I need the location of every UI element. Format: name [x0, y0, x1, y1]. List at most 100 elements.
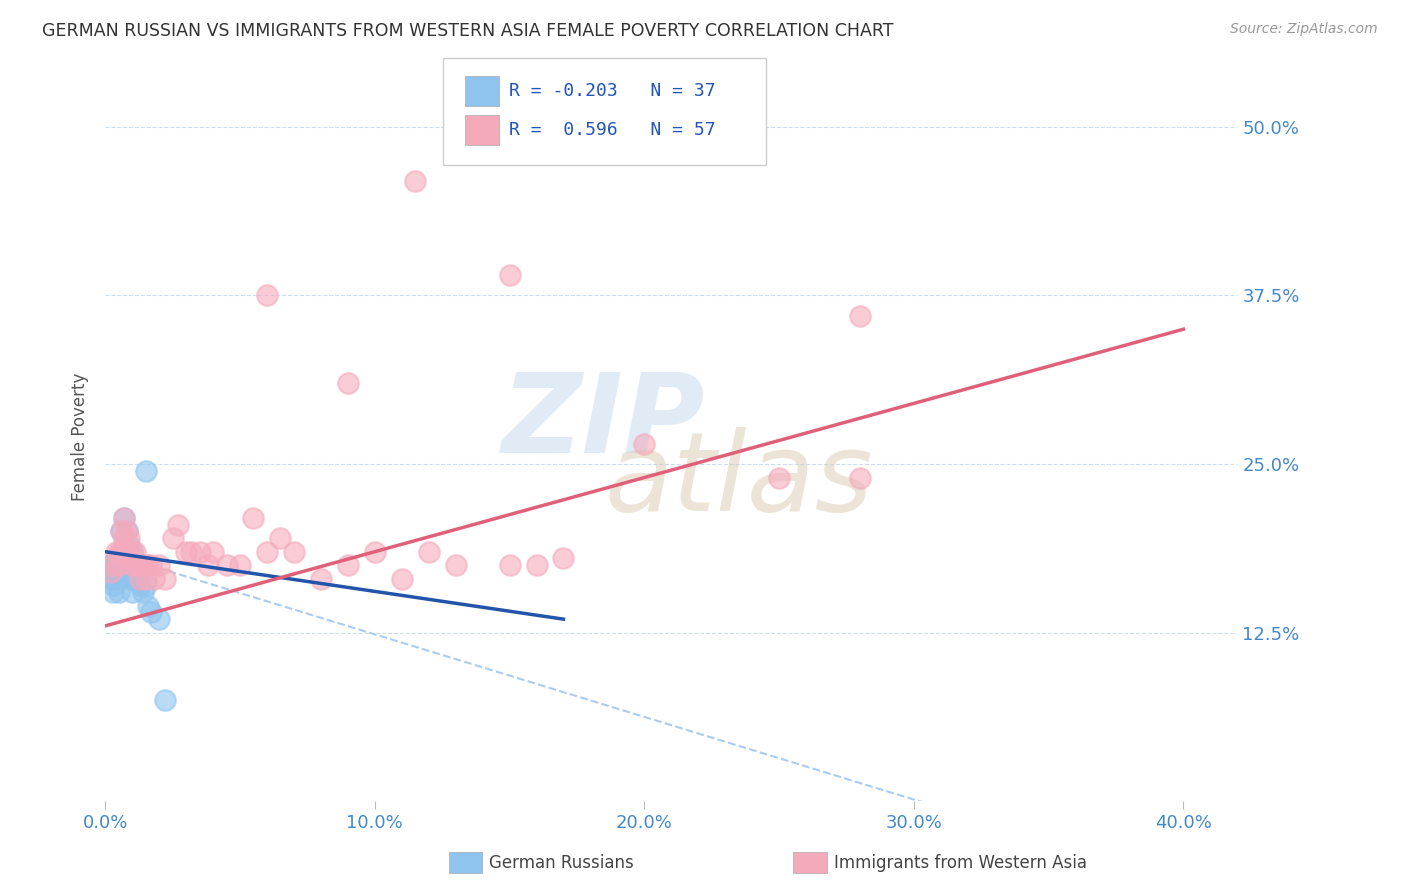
- Text: R = -0.203   N = 37: R = -0.203 N = 37: [509, 82, 716, 100]
- Point: [336, 558, 359, 573]
- Point: [197, 558, 219, 573]
- Point: [174, 545, 197, 559]
- Point: [129, 572, 152, 586]
- Point: [162, 531, 184, 545]
- Point: [100, 572, 122, 586]
- Point: [135, 572, 157, 586]
- Text: GERMAN RUSSIAN VS IMMIGRANTS FROM WESTERN ASIA FEMALE POVERTY CORRELATION CHART: GERMAN RUSSIAN VS IMMIGRANTS FROM WESTER…: [42, 22, 894, 40]
- Point: [309, 572, 332, 586]
- Point: [115, 558, 138, 573]
- Point: [124, 572, 146, 586]
- Point: [112, 538, 135, 552]
- Point: [129, 558, 152, 573]
- Point: [104, 572, 127, 586]
- Point: [633, 437, 655, 451]
- Point: [104, 565, 127, 579]
- Point: [107, 585, 129, 599]
- Point: [498, 268, 520, 283]
- Point: [118, 538, 141, 552]
- Point: [112, 531, 135, 545]
- Point: [100, 558, 122, 573]
- Point: [118, 551, 141, 566]
- Point: [124, 558, 146, 573]
- Point: [107, 558, 129, 573]
- Point: [418, 545, 440, 559]
- Point: [100, 565, 122, 579]
- Point: [121, 545, 143, 559]
- Point: [526, 558, 548, 573]
- Text: ZIP: ZIP: [502, 369, 706, 476]
- Point: [103, 585, 125, 599]
- Point: [104, 558, 127, 573]
- Point: [121, 558, 143, 573]
- Point: [404, 174, 426, 188]
- Point: [107, 558, 129, 573]
- Point: [107, 572, 129, 586]
- Point: [115, 545, 138, 559]
- Point: [103, 565, 125, 579]
- Point: [112, 511, 135, 525]
- Point: [364, 545, 387, 559]
- Text: Source: ZipAtlas.com: Source: ZipAtlas.com: [1230, 22, 1378, 37]
- Point: [110, 524, 132, 539]
- Point: [138, 599, 160, 613]
- Point: [107, 545, 129, 559]
- Point: [115, 524, 138, 539]
- Point: [139, 558, 162, 573]
- Point: [135, 578, 157, 592]
- Point: [229, 558, 252, 573]
- Point: [129, 578, 152, 592]
- Point: [148, 612, 170, 626]
- Point: [215, 558, 238, 573]
- Point: [256, 288, 278, 302]
- Point: [138, 558, 160, 573]
- Point: [148, 558, 170, 573]
- Point: [127, 558, 149, 573]
- Point: [553, 551, 575, 566]
- Point: [103, 578, 125, 592]
- Point: [256, 545, 278, 559]
- Point: [97, 558, 120, 573]
- Point: [142, 572, 165, 586]
- Point: [110, 524, 132, 539]
- Point: [153, 572, 176, 586]
- Point: [202, 545, 225, 559]
- Point: [110, 545, 132, 559]
- Point: [391, 572, 413, 586]
- Point: [498, 558, 520, 573]
- Point: [103, 558, 125, 573]
- Point: [118, 558, 141, 573]
- Point: [167, 517, 190, 532]
- Point: [104, 545, 127, 559]
- Point: [242, 511, 264, 525]
- Point: [110, 558, 132, 573]
- Point: [269, 531, 291, 545]
- Point: [121, 585, 143, 599]
- Point: [768, 470, 790, 484]
- Point: [135, 464, 157, 478]
- Point: [127, 572, 149, 586]
- Y-axis label: Female Poverty: Female Poverty: [72, 373, 89, 501]
- Point: [132, 585, 155, 599]
- Point: [180, 545, 202, 559]
- Point: [118, 531, 141, 545]
- Point: [135, 558, 157, 573]
- Point: [124, 545, 146, 559]
- Text: atlas: atlas: [605, 427, 873, 534]
- Point: [115, 524, 138, 539]
- Point: [444, 558, 467, 573]
- Point: [849, 309, 872, 323]
- Point: [115, 545, 138, 559]
- Point: [139, 606, 162, 620]
- Point: [153, 693, 176, 707]
- Point: [112, 511, 135, 525]
- Point: [188, 545, 211, 559]
- Point: [283, 545, 305, 559]
- Point: [124, 558, 146, 573]
- Point: [121, 572, 143, 586]
- Text: Immigrants from Western Asia: Immigrants from Western Asia: [834, 854, 1087, 871]
- Point: [336, 376, 359, 391]
- Point: [849, 470, 872, 484]
- Point: [110, 545, 132, 559]
- Point: [132, 558, 155, 573]
